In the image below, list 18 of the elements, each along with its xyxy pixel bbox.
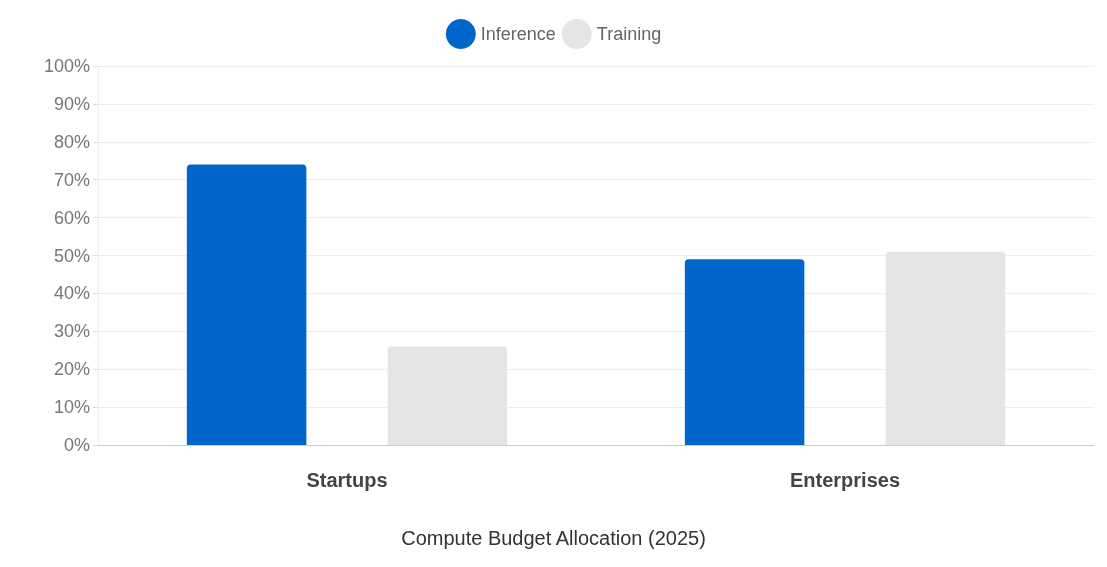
y-tick-label: 90%	[53, 93, 90, 114]
y-tick-label: 80%	[53, 131, 90, 152]
bar	[186, 164, 307, 445]
y-tick-label: 100%	[43, 56, 90, 76]
y-tick-label: 60%	[53, 207, 90, 228]
y-tick-label: 70%	[53, 169, 90, 190]
y-tick-label: 30%	[53, 321, 90, 342]
x-tick-label: Startups	[306, 469, 388, 491]
text: Compute Budget Allocation (2025)	[401, 527, 706, 549]
y-tick-label: 50%	[53, 245, 90, 266]
y-tick-label: 40%	[53, 283, 90, 304]
y-tick-label: 20%	[53, 359, 90, 380]
legend-label: Training	[596, 24, 662, 44]
legend-label: Inference	[480, 24, 556, 44]
bar	[684, 259, 805, 445]
y-tick-label: 0%	[63, 435, 90, 455]
x-tick-label: Enterprises	[789, 469, 901, 491]
y-tick-label: 10%	[53, 397, 90, 418]
